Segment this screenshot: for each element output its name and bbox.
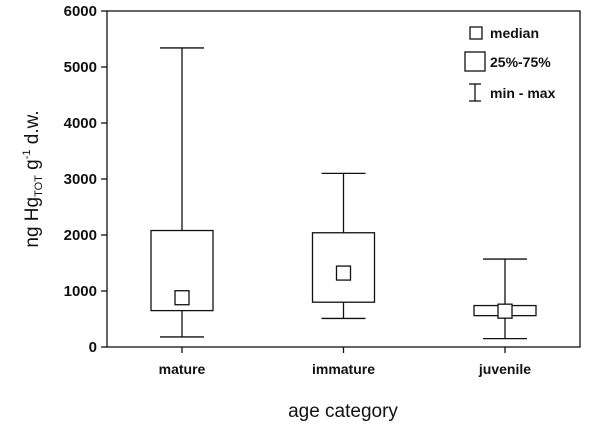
median-marker (335, 265, 352, 281)
box-immature (311, 172, 376, 320)
median-marker (497, 303, 513, 319)
y-tick-label: 2000 (64, 227, 97, 244)
box-juvenile (473, 258, 537, 340)
box-mature (150, 47, 214, 338)
legend-whisker-marker (469, 83, 481, 102)
x-category-label: immature (312, 361, 375, 377)
legend-median-marker (469, 26, 483, 40)
x-axis-categories: mature immature juvenile (159, 347, 531, 377)
y-tick-label: 6000 (64, 3, 97, 20)
y-tick-label: 5000 (64, 59, 97, 76)
y-tick-label: 3000 (64, 171, 97, 188)
y-tick-label: 4000 (64, 115, 97, 132)
legend-box-marker (464, 51, 486, 72)
y-axis-ticks: 0 1000 2000 3000 4000 5000 6000 (64, 3, 107, 356)
legend-item-range: min - max (490, 85, 556, 101)
x-category-label: juvenile (478, 361, 531, 377)
legend-item-median: median (490, 25, 539, 41)
y-tick-label: 0 (89, 339, 97, 356)
legend-item-quartiles: 25%-75% (490, 54, 551, 70)
y-axis-label: ng HgTOT g-1 d.w. (21, 110, 45, 247)
legend: median 25%-75% min - max (464, 25, 556, 102)
x-axis-label: age category (288, 401, 398, 422)
box-series (150, 47, 537, 340)
median-marker (174, 290, 190, 306)
y-tick-label: 1000 (64, 283, 97, 300)
x-category-label: mature (159, 361, 206, 377)
